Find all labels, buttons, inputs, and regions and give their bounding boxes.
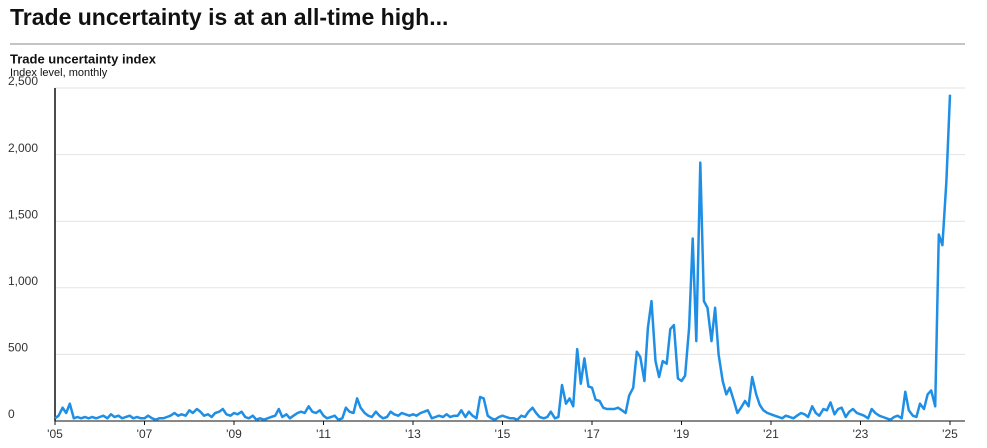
x-tick-label: '17 [584, 427, 600, 441]
x-tick-label: '25 [942, 427, 958, 441]
y-axis-label: Index level, monthly [10, 67, 108, 79]
x-tick-label: '11 [316, 427, 331, 441]
y-tick-label: 2,000 [8, 141, 38, 155]
x-tick-label: '15 [495, 427, 511, 441]
chart-title: Trade uncertainty is at an all-time high… [10, 4, 448, 30]
chart-subtitle: Trade uncertainty index [10, 51, 157, 66]
y-tick-label: 0 [8, 407, 15, 421]
y-tick-label: 1,000 [8, 274, 38, 288]
x-tick-label: '13 [405, 427, 421, 441]
y-tick-label: 1,500 [8, 207, 38, 221]
y-tick-label: 2,500 [8, 74, 38, 88]
x-tick-label: '09 [226, 427, 242, 441]
data-line [54, 94, 952, 421]
x-tick-label: '05 [47, 427, 63, 441]
x-tick-label: '19 [674, 427, 690, 441]
x-tick-label: '23 [853, 427, 869, 441]
x-tick-label: '21 [763, 427, 779, 441]
x-tick-label: '07 [137, 427, 153, 441]
y-tick-label: 500 [8, 341, 28, 355]
